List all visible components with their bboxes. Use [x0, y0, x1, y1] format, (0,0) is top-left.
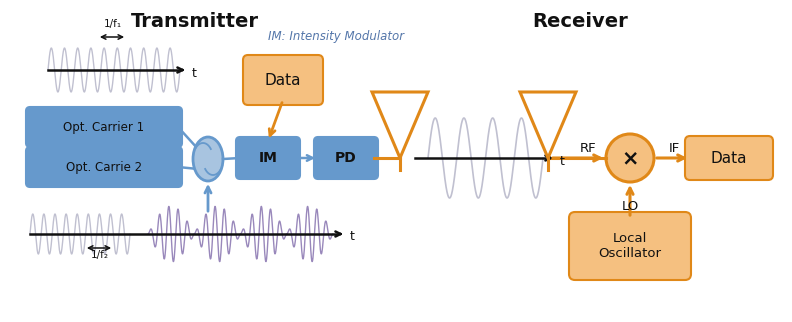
Text: t: t	[350, 231, 355, 243]
Text: RF: RF	[580, 141, 596, 155]
Circle shape	[606, 134, 654, 182]
Text: Transmitter: Transmitter	[131, 12, 259, 31]
FancyBboxPatch shape	[26, 147, 182, 187]
Text: Opt. Carrie 2: Opt. Carrie 2	[66, 160, 142, 174]
Text: ×: ×	[621, 148, 639, 168]
Text: Data: Data	[265, 72, 301, 88]
Text: Receiver: Receiver	[532, 12, 628, 31]
Text: Opt. Carrier 1: Opt. Carrier 1	[63, 120, 145, 134]
Text: IM: Intensity Modulator: IM: Intensity Modulator	[268, 30, 404, 43]
Text: PD: PD	[335, 151, 357, 165]
Text: 1/f₂: 1/f₂	[91, 250, 109, 260]
Ellipse shape	[193, 137, 223, 181]
FancyBboxPatch shape	[236, 137, 300, 179]
Text: IF: IF	[668, 141, 680, 155]
FancyBboxPatch shape	[685, 136, 773, 180]
Text: 1/f₁: 1/f₁	[104, 19, 122, 29]
Text: Local
Oscillator: Local Oscillator	[599, 232, 661, 260]
FancyBboxPatch shape	[314, 137, 378, 179]
FancyBboxPatch shape	[569, 212, 691, 280]
FancyBboxPatch shape	[243, 55, 323, 105]
Text: IM: IM	[258, 151, 277, 165]
Text: Data: Data	[710, 150, 747, 166]
Text: LO: LO	[622, 200, 638, 213]
FancyBboxPatch shape	[26, 107, 182, 147]
Text: t: t	[192, 67, 197, 80]
Text: t: t	[560, 155, 565, 167]
